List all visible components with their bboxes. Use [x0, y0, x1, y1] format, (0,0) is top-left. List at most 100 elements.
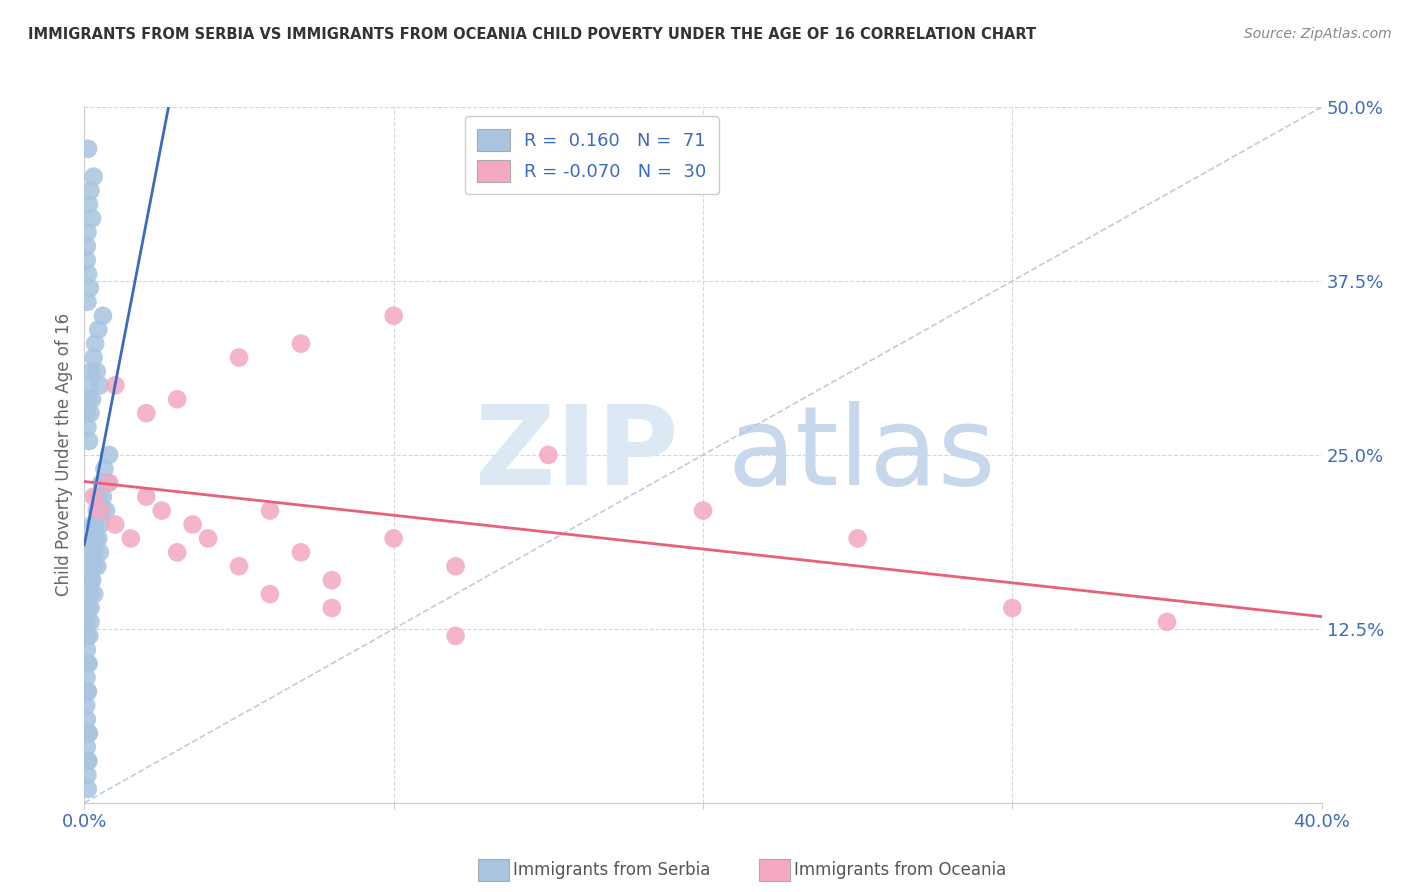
Point — [321, 601, 343, 615]
Text: ZIP: ZIP — [475, 401, 678, 508]
Point — [77, 197, 100, 211]
Point — [82, 545, 104, 559]
Point — [83, 169, 105, 184]
Point — [290, 545, 312, 559]
Text: Immigrants from Serbia: Immigrants from Serbia — [513, 861, 710, 879]
Point — [79, 587, 101, 601]
Point — [89, 545, 111, 559]
Point — [98, 475, 121, 490]
Point — [79, 378, 101, 392]
Point — [181, 517, 204, 532]
Point — [382, 532, 405, 546]
Point — [86, 364, 108, 378]
Text: atlas: atlas — [728, 401, 997, 508]
Point — [1156, 615, 1178, 629]
Point — [77, 684, 100, 698]
Point — [76, 225, 98, 239]
Point — [692, 503, 714, 517]
Point — [259, 503, 281, 517]
Point — [79, 184, 101, 198]
Point — [150, 503, 173, 517]
Text: Source: ZipAtlas.com: Source: ZipAtlas.com — [1244, 27, 1392, 41]
Point — [79, 601, 101, 615]
Point — [76, 601, 98, 615]
Point — [77, 726, 100, 740]
Point — [80, 573, 103, 587]
Point — [87, 532, 110, 546]
Point — [290, 336, 312, 351]
Point — [77, 392, 100, 407]
Point — [321, 573, 343, 587]
Point — [76, 420, 98, 434]
Point — [76, 781, 98, 796]
Point — [76, 684, 98, 698]
Point — [444, 629, 467, 643]
Point — [84, 517, 107, 532]
Point — [79, 559, 101, 574]
Point — [76, 294, 98, 309]
Point — [83, 351, 105, 365]
Point — [76, 671, 98, 685]
Point — [76, 406, 98, 420]
Point — [76, 768, 98, 782]
Point — [82, 517, 104, 532]
Point — [197, 532, 219, 546]
Point — [84, 336, 107, 351]
Point — [77, 142, 100, 156]
Point — [259, 587, 281, 601]
Point — [75, 615, 97, 629]
Point — [82, 392, 104, 407]
Point — [76, 239, 98, 253]
Point — [91, 309, 114, 323]
Point — [75, 698, 97, 713]
Point — [76, 253, 98, 268]
Point — [166, 545, 188, 559]
Point — [96, 475, 118, 490]
Point — [166, 392, 188, 407]
Point — [89, 517, 111, 532]
Point — [82, 211, 104, 226]
Point — [83, 545, 105, 559]
Point — [90, 475, 112, 490]
Point — [537, 448, 560, 462]
Point — [135, 406, 157, 420]
Point — [77, 434, 100, 448]
Point — [104, 517, 127, 532]
Point — [76, 657, 98, 671]
Point — [82, 573, 104, 587]
Point — [94, 503, 117, 517]
Point — [77, 726, 100, 740]
Point — [98, 448, 121, 462]
Point — [86, 503, 108, 517]
Point — [79, 406, 101, 420]
Point — [84, 532, 107, 546]
Point — [83, 559, 105, 574]
Point — [79, 281, 101, 295]
Point — [76, 712, 98, 726]
Point — [76, 740, 98, 755]
Point — [228, 351, 250, 365]
Point — [77, 754, 100, 768]
Point — [86, 559, 108, 574]
Point — [120, 532, 142, 546]
Point — [104, 378, 127, 392]
Point — [87, 323, 110, 337]
Legend: R =  0.160   N =  71, R = -0.070   N =  30: R = 0.160 N = 71, R = -0.070 N = 30 — [464, 116, 718, 194]
Point — [76, 642, 98, 657]
Point — [228, 559, 250, 574]
Point — [80, 364, 103, 378]
Point — [76, 629, 98, 643]
Point — [79, 615, 101, 629]
Text: IMMIGRANTS FROM SERBIA VS IMMIGRANTS FROM OCEANIA CHILD POVERTY UNDER THE AGE OF: IMMIGRANTS FROM SERBIA VS IMMIGRANTS FRO… — [28, 27, 1036, 42]
Y-axis label: Child Poverty Under the Age of 16: Child Poverty Under the Age of 16 — [55, 313, 73, 597]
Point — [89, 378, 111, 392]
Point — [89, 490, 111, 504]
Point — [444, 559, 467, 574]
Text: Immigrants from Oceania: Immigrants from Oceania — [794, 861, 1007, 879]
Point — [1001, 601, 1024, 615]
Point — [77, 657, 100, 671]
Point — [91, 490, 114, 504]
Point — [83, 587, 105, 601]
Point — [77, 267, 100, 281]
Point — [90, 503, 112, 517]
